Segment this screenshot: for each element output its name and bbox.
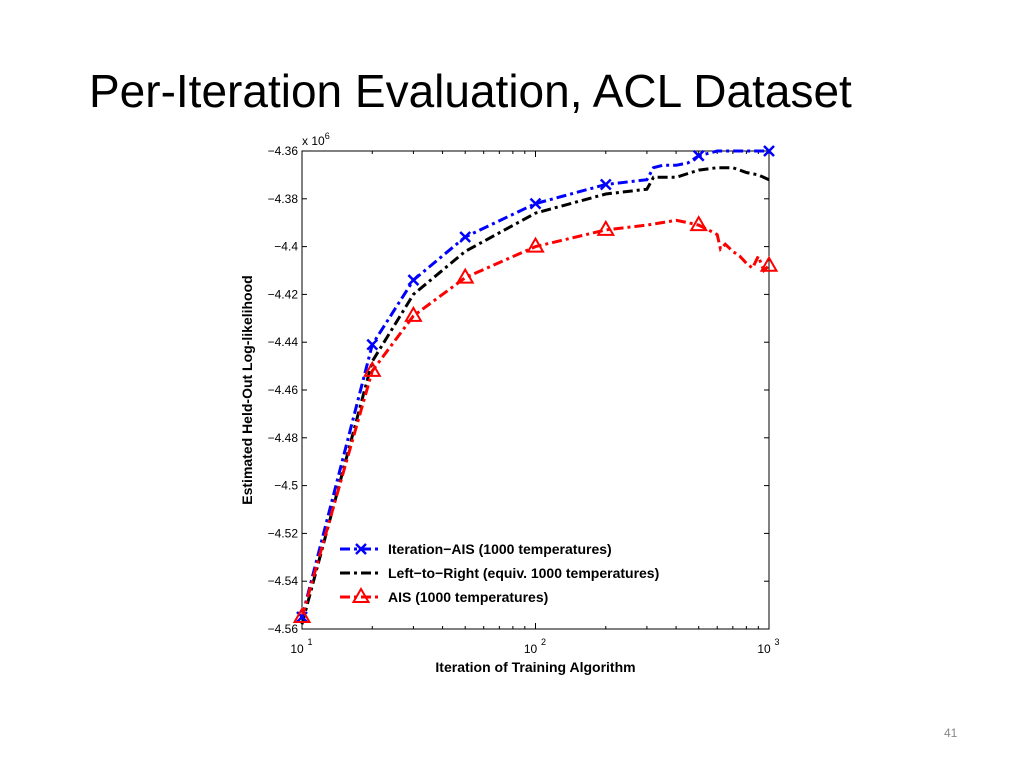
data-point-marker (363, 360, 382, 377)
y-tick-label: −4.56 (268, 622, 299, 636)
x-tick-label: 10 (757, 642, 771, 656)
data-point-marker (459, 231, 472, 243)
y-tick-label: −4.48 (268, 431, 299, 445)
marker-stroke (366, 338, 379, 351)
data-point-marker (763, 145, 775, 157)
marker-stroke (355, 543, 367, 555)
marker-stroke (763, 145, 775, 157)
series-line-2 (300, 218, 771, 618)
legend-label-0: Iteration−AIS (1000 temperatures) (388, 541, 612, 557)
y-tick-label: −4.38 (268, 192, 299, 206)
legend-label-2: AIS (1000 temperatures) (388, 589, 548, 605)
y-tick-label: −4.42 (268, 287, 299, 301)
y-tick-label: −4.54 (268, 574, 299, 588)
marker-stroke (407, 274, 420, 286)
y-tick-label: −4.44 (268, 335, 299, 349)
marker-stroke (459, 231, 472, 243)
page-number: 41 (944, 726, 958, 740)
data-point-marker (599, 178, 612, 191)
series-lines (300, 149, 771, 625)
series-line-0 (300, 149, 769, 618)
data-point-marker (404, 305, 423, 322)
legend: Iteration−AIS (1000 temperatures) Left−to… (340, 541, 659, 605)
marker-stroke (529, 197, 542, 210)
data-point-marker (529, 197, 542, 210)
x-tick-label: 10 (524, 642, 538, 656)
data-point-marker (689, 215, 708, 232)
series-markers (292, 145, 779, 624)
data-point-marker (526, 236, 545, 253)
x-tick-exponent: 1 (307, 637, 312, 647)
marker-stroke (599, 178, 612, 191)
data-point-marker (366, 338, 379, 351)
x-tick-exponent: 3 (774, 637, 779, 647)
y-tick-label: −4.52 (268, 526, 299, 540)
slide-title: Per-Iteration Evaluation, ACL Dataset (89, 65, 852, 117)
y-tick-label: −4.36 (268, 144, 299, 158)
y-tick-label: −4.4 (274, 240, 298, 254)
x-tick-exponent: 2 (541, 637, 546, 647)
plot-frame (301, 150, 770, 630)
data-point-marker (292, 607, 312, 624)
x-axis-label: Iteration of Training Algorithm (435, 659, 635, 675)
data-point-marker (692, 149, 705, 162)
data-point-marker (759, 255, 779, 272)
legend-marker-0 (355, 543, 367, 555)
marker-stroke (692, 149, 705, 162)
data-point-marker (455, 267, 475, 284)
data-point-marker (407, 274, 420, 286)
x-tick-label: 10 (290, 642, 304, 656)
y-axis-label: Estimated Held-Out Log-likelihood (239, 275, 255, 504)
y-multiplier-exponent: 6 (325, 131, 330, 141)
plot-border (301, 150, 770, 630)
series-line-1 (300, 166, 770, 625)
y-multiplier-label: x 106 (302, 131, 330, 148)
y-axis-ticks: −4.36 −4.38 −4.4 −4.42 −4.44 −4.46 −4.48 −4.5 −4… (268, 144, 769, 636)
data-point-marker (596, 219, 616, 236)
y-tick-label: −4.5 (274, 479, 298, 493)
y-tick-label: −4.46 (268, 383, 299, 397)
legend-label-1: Left−to−Right (equiv. 1000 temperatures) (388, 565, 659, 581)
legend-marker-2 (351, 586, 371, 603)
x-axis-ticks: 10 1 10 2 10 3 (290, 151, 780, 656)
